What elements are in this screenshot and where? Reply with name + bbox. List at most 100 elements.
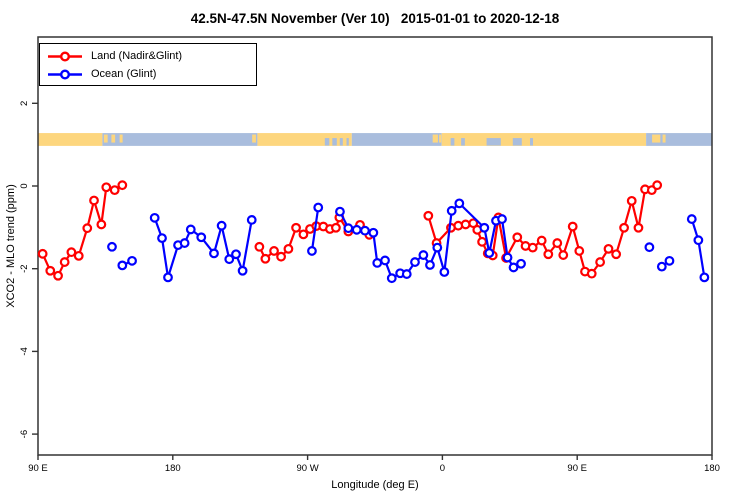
strip-island: [103, 134, 108, 143]
data-point: [656, 261, 667, 272]
strip-lake: [332, 138, 337, 146]
series-line: [153, 217, 253, 279]
legend-line-marker: [48, 69, 82, 79]
data-point: [418, 250, 429, 260]
data-point: [439, 267, 450, 277]
data-point: [209, 248, 219, 259]
strip-land-segment: [441, 133, 647, 146]
data-point: [644, 242, 655, 253]
data-point: [260, 253, 271, 264]
strip-lake: [346, 138, 349, 146]
strip-lake: [339, 138, 343, 146]
data-point: [423, 210, 434, 221]
x-tick-label: 90 E: [28, 463, 48, 474]
data-point: [425, 260, 435, 270]
strip-island: [111, 134, 116, 143]
data-point: [335, 206, 345, 217]
data-point: [699, 272, 710, 283]
series-line: [41, 184, 123, 277]
data-point: [307, 246, 317, 256]
data-point: [53, 270, 63, 281]
strip-land-segment: [38, 133, 103, 146]
data-point: [331, 222, 341, 233]
strip-ocean-segment: [102, 133, 258, 146]
data-point: [73, 250, 84, 261]
x-tick-label: 180: [704, 463, 720, 474]
data-point: [185, 224, 196, 235]
data-point: [89, 195, 99, 206]
y-tick-label: 2: [19, 101, 30, 106]
data-point: [664, 255, 675, 266]
data-point: [497, 214, 507, 224]
data-point: [117, 180, 128, 191]
data-point: [59, 257, 70, 267]
data-point: [351, 224, 362, 235]
strip-lake: [512, 138, 522, 146]
data-point: [595, 257, 606, 267]
y-tick-label: -6: [19, 430, 30, 438]
data-point: [558, 250, 569, 260]
y-axis: 2 0 -2 -4 -6: [19, 101, 38, 438]
data-point: [574, 246, 585, 256]
data-point: [127, 255, 137, 266]
data-point: [619, 222, 629, 233]
strip-island: [662, 134, 666, 143]
data-point: [82, 223, 93, 234]
data-point: [109, 185, 120, 196]
data-point: [512, 232, 523, 243]
legend-item: Ocean (Glint): [46, 65, 256, 83]
strip-island: [439, 134, 442, 143]
data-point: [432, 242, 443, 253]
data-point: [652, 180, 663, 191]
strip-lake: [450, 138, 455, 146]
data-point: [686, 214, 697, 224]
strip-island: [652, 134, 661, 143]
data-point: [527, 242, 538, 253]
data-point: [543, 249, 554, 260]
data-point: [484, 248, 495, 258]
y-tick-label: -4: [19, 347, 30, 355]
data-point: [567, 221, 578, 232]
data-point: [586, 268, 597, 279]
legend-label: Land (Nadir&Glint): [91, 50, 183, 62]
y-tick-label: -2: [19, 264, 30, 272]
legend-line-marker: [48, 51, 82, 61]
data-point: [410, 257, 420, 267]
data-point: [603, 243, 614, 254]
x-tick-label: 90 E: [567, 463, 587, 474]
data-point: [237, 265, 248, 276]
x-axis: 90 E 180 90 W 0 90 E 180: [28, 455, 720, 474]
data-point: [216, 220, 227, 231]
data-point: [446, 205, 457, 216]
y-tick-label: 0: [19, 183, 30, 188]
data-point: [454, 198, 465, 209]
strip-lake: [530, 138, 534, 146]
legend: Land (Nadir&Glint) Ocean (Glint): [39, 43, 257, 86]
strip-island: [432, 134, 438, 143]
map-strip: [38, 133, 712, 146]
data-point: [552, 238, 563, 248]
data-point: [196, 232, 207, 243]
data-point: [502, 252, 513, 263]
strip-island: [119, 134, 123, 143]
data-point: [313, 202, 324, 213]
legend-label: Ocean (Glint): [91, 68, 157, 80]
data-point: [536, 235, 547, 246]
data-point: [37, 248, 48, 259]
data-point: [224, 254, 235, 265]
data-point: [693, 235, 704, 246]
x-axis-label: Longitude (deg E): [331, 479, 418, 491]
data-point: [45, 265, 56, 276]
data-point: [66, 247, 77, 258]
data-point: [101, 182, 112, 193]
data-point: [360, 225, 370, 236]
data-point: [380, 255, 390, 266]
series-line: [690, 218, 706, 278]
strip-lake: [324, 138, 330, 146]
data-point: [516, 258, 526, 269]
data-point: [291, 222, 301, 233]
data-point: [246, 215, 257, 225]
data-point: [96, 219, 107, 230]
x-tick-label: 180: [165, 463, 181, 474]
